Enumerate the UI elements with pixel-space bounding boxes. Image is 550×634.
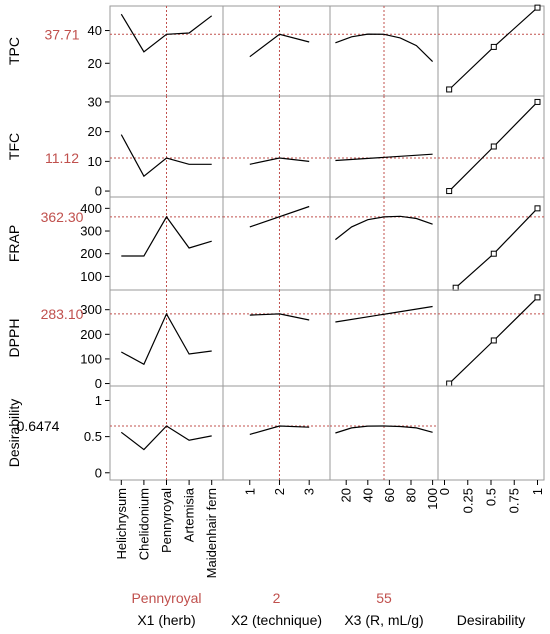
profile-line-TFC-x2 — [249, 157, 310, 165]
current-setting-x3: 55 — [376, 590, 392, 606]
x-tick-label-des-4: 1 — [530, 488, 545, 495]
x-tick-label-x3-2: 60 — [382, 488, 397, 502]
profile-line-TPC-x1 — [120, 13, 213, 53]
profile-line-TPC-x2 — [249, 33, 310, 58]
desirability-handle-TPC-1 — [490, 43, 497, 50]
response-label-TPC: TPC — [6, 37, 22, 65]
profile-line-FRAP-x1 — [121, 215, 212, 257]
panel-Desirability-des — [437, 385, 545, 481]
y-tick-label-DPPH-1: 100 — [80, 351, 102, 366]
panel-Desirability-x2 — [222, 385, 331, 481]
x-tick-label-herb-2: Pennyroyal — [159, 488, 174, 553]
profile-line-Desirability-x3 — [335, 425, 433, 434]
current-value-DPPH: 283.10 — [41, 306, 84, 322]
x-tick-label-x2-0: 1 — [242, 488, 257, 495]
x-tick-label-herb-0: Helichrysum — [114, 488, 129, 560]
desirability-handle-FRAP-0 — [452, 284, 459, 291]
x-tick-label-x2-1: 2 — [272, 488, 287, 495]
column-label-x3: X3 (R, mL/g) — [344, 612, 423, 628]
desirability-handle-TPC-0 — [446, 86, 453, 93]
response-label-FRAP: FRAP — [6, 225, 22, 262]
y-tick-label-Desirability-1: 0.5 — [84, 429, 102, 444]
desirability-handle-TPC-2 — [534, 4, 541, 11]
y-tick-label-TFC-0: 0 — [95, 184, 102, 199]
current-value-Desirability: 0.6474 — [17, 418, 60, 434]
response-label-DPPH: DPPH — [6, 319, 22, 358]
column-label-x1: X1 (herb) — [137, 612, 195, 628]
y-tick-label-TFC-1: 10 — [88, 154, 102, 169]
y-tick-label-TFC-2: 20 — [88, 124, 102, 139]
panel-DPPH-x2 — [222, 289, 331, 387]
current-value-TFC: 11.12 — [45, 150, 79, 166]
column-label-des: Desirability — [457, 612, 525, 628]
panel-Desirability-x1 — [109, 385, 224, 481]
x-tick-label-x3-4: 100 — [425, 488, 440, 510]
profile-line-DPPH-x2 — [249, 313, 310, 321]
y-tick-label-TPC-0: 20 — [88, 56, 102, 71]
panel-TPC-des — [437, 5, 545, 97]
y-tick-label-FRAP-1: 200 — [80, 246, 102, 261]
profile-line-FRAP-des — [455, 207, 538, 289]
x-tick-label-des-3: 0.75 — [507, 488, 522, 513]
desirability-handle-DPPH-1 — [490, 337, 497, 344]
profile-line-Desirability-x1 — [120, 425, 212, 451]
x-tick-label-des-0: 0 — [437, 488, 452, 495]
profile-line-TFC-x3 — [335, 153, 433, 162]
y-tick-label-FRAP-2: 300 — [80, 224, 102, 239]
profile-line-TFC-x1 — [120, 134, 212, 178]
x-tick-label-herb-4: Maidenhair fern — [204, 488, 219, 578]
profile-line-FRAP-x3 — [335, 215, 433, 241]
desirability-handle-DPPH-2 — [534, 294, 541, 301]
panel-FRAP-x2 — [222, 196, 331, 291]
y-tick-label-TPC-1: 40 — [88, 23, 102, 38]
x-tick-label-herb-1: Chelidonium — [136, 488, 151, 560]
panel-FRAP-des — [437, 196, 545, 291]
desirability-handle-TFC-1 — [490, 143, 497, 150]
y-tick-label-DPPH-0: 0 — [95, 376, 102, 391]
x-tick-label-des-2: 0.5 — [484, 488, 499, 506]
desirability-handle-TFC-2 — [534, 98, 541, 105]
desirability-handle-FRAP-1 — [490, 250, 497, 257]
profile-line-TPC-x3 — [335, 33, 434, 63]
y-tick-label-FRAP-0: 100 — [80, 269, 102, 284]
panel-TPC-x2 — [222, 5, 331, 97]
y-tick-label-Desirability-2: 1 — [95, 393, 102, 408]
response-label-TFC: TFC — [6, 133, 22, 160]
x-tick-label-x2-2: 3 — [302, 488, 317, 495]
current-value-TPC: 37.71 — [44, 26, 79, 42]
current-setting-x1: Pennyroyal — [131, 590, 201, 606]
x-tick-label-x3-1: 40 — [360, 488, 375, 502]
x-tick-label-x3-3: 80 — [404, 488, 419, 502]
desirability-handle-DPPH-0 — [446, 380, 453, 387]
profile-line-DPPH-x3 — [335, 305, 433, 323]
current-setting-x2: 2 — [273, 590, 281, 606]
profile-line-DPPH-x1 — [121, 312, 212, 366]
current-value-FRAP: 362.30 — [41, 209, 84, 225]
panel-TFC-x2 — [222, 95, 331, 198]
profile-line-Desirability-x2 — [249, 425, 310, 435]
y-tick-label-FRAP-3: 400 — [80, 201, 102, 216]
response-label-Desirability: Desirability — [6, 399, 22, 467]
x-tick-label-des-1: 0.25 — [460, 488, 475, 513]
desirability-handle-TFC-0 — [446, 188, 453, 195]
y-tick-label-TFC-3: 30 — [88, 94, 102, 109]
panel-Desirability-x3 — [329, 385, 439, 481]
y-tick-label-Desirability-0: 0 — [95, 465, 102, 480]
profile-line-FRAP-x2 — [249, 205, 310, 228]
column-label-x2: X2 (technique) — [231, 612, 322, 628]
y-tick-label-DPPH-2: 200 — [80, 327, 102, 342]
x-tick-label-x3-0: 20 — [339, 488, 354, 502]
y-tick-label-DPPH-3: 300 — [80, 302, 102, 317]
desirability-handle-FRAP-2 — [534, 205, 541, 212]
x-tick-label-herb-3: Artemisia — [182, 487, 197, 542]
